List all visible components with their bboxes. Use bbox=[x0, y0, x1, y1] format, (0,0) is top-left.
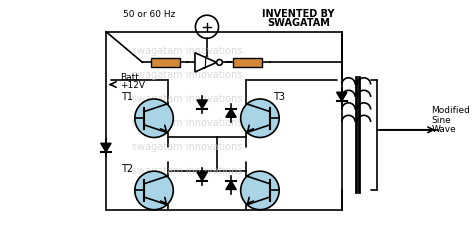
Text: T3: T3 bbox=[273, 92, 285, 102]
Circle shape bbox=[217, 60, 222, 65]
Circle shape bbox=[241, 99, 279, 137]
Polygon shape bbox=[195, 53, 217, 72]
Circle shape bbox=[135, 99, 173, 137]
Polygon shape bbox=[337, 92, 347, 101]
Text: swagatam innovations: swagatam innovations bbox=[132, 142, 243, 152]
Text: T2: T2 bbox=[121, 164, 133, 174]
Text: SWAGATAM: SWAGATAM bbox=[267, 18, 330, 28]
Text: T1: T1 bbox=[121, 92, 133, 102]
Text: +12V: +12V bbox=[120, 81, 146, 90]
FancyBboxPatch shape bbox=[151, 58, 180, 67]
Text: swagatam innovations: swagatam innovations bbox=[132, 70, 243, 80]
Polygon shape bbox=[100, 143, 111, 152]
Text: $\int$: $\int$ bbox=[201, 53, 209, 71]
Text: INVENTED BY: INVENTED BY bbox=[262, 9, 335, 19]
Text: Batt: Batt bbox=[120, 73, 139, 82]
Text: swagatam innovations: swagatam innovations bbox=[132, 118, 243, 128]
Text: 50 or 60 Hz: 50 or 60 Hz bbox=[123, 10, 175, 19]
Text: Sine: Sine bbox=[431, 116, 451, 125]
Text: Wave: Wave bbox=[431, 125, 456, 134]
Text: swagatam innovations: swagatam innovations bbox=[132, 166, 243, 176]
Text: swagatam innovations: swagatam innovations bbox=[132, 94, 243, 104]
Polygon shape bbox=[226, 109, 236, 117]
Text: Modified: Modified bbox=[431, 106, 470, 115]
FancyBboxPatch shape bbox=[234, 58, 262, 67]
Polygon shape bbox=[197, 100, 207, 109]
Polygon shape bbox=[197, 172, 207, 181]
Circle shape bbox=[135, 171, 173, 210]
Text: swagatam innovations: swagatam innovations bbox=[132, 46, 243, 56]
Polygon shape bbox=[226, 181, 236, 189]
Circle shape bbox=[241, 171, 279, 210]
